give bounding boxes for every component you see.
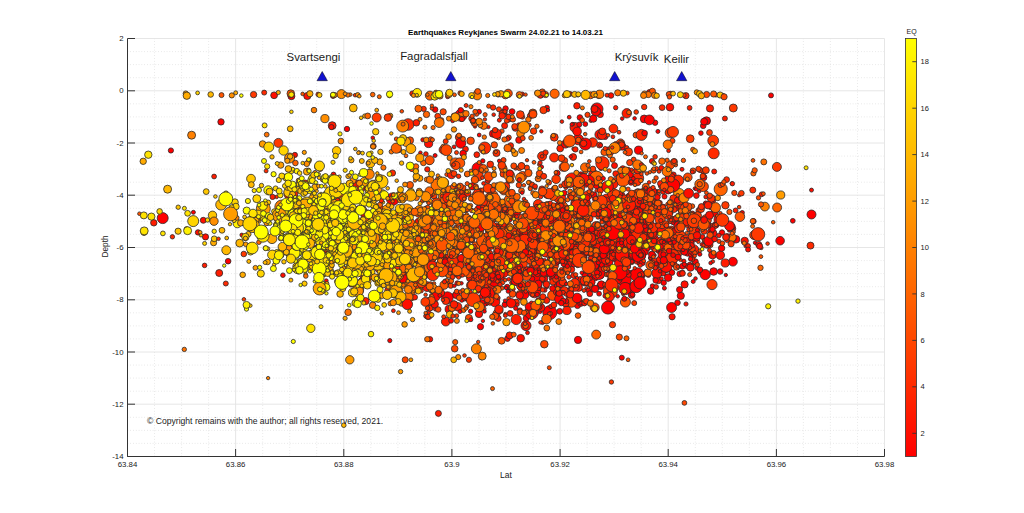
svg-text:63.98: 63.98 <box>875 460 895 469</box>
svg-text:12: 12 <box>921 197 929 206</box>
svg-text:16: 16 <box>921 104 929 113</box>
svg-text:63.9: 63.9 <box>444 460 459 469</box>
svg-text:Krýsuvík: Krýsuvík <box>615 51 659 63</box>
svg-text:2: 2 <box>119 34 123 43</box>
svg-text:Depth: Depth <box>100 235 110 258</box>
svg-text:2: 2 <box>921 429 925 438</box>
svg-text:Svartsengi: Svartsengi <box>287 51 341 63</box>
svg-text:-14: -14 <box>112 452 124 461</box>
svg-text:6: 6 <box>921 336 925 345</box>
svg-text:© Copyright remains with the a: © Copyright remains with the author; all… <box>147 416 383 426</box>
svg-text:0: 0 <box>119 86 124 95</box>
svg-text:18: 18 <box>921 57 929 66</box>
svg-text:-4: -4 <box>117 191 125 200</box>
svg-text:Lat: Lat <box>500 470 512 480</box>
svg-text:63.88: 63.88 <box>334 460 354 469</box>
svg-text:-12: -12 <box>112 400 123 409</box>
svg-text:-6: -6 <box>117 243 124 252</box>
svg-text:10: 10 <box>921 243 929 252</box>
svg-text:63.86: 63.86 <box>226 460 246 469</box>
svg-text:63.96: 63.96 <box>767 460 787 469</box>
svg-text:4: 4 <box>921 382 925 391</box>
svg-text:63.94: 63.94 <box>658 460 678 469</box>
svg-text:Keilir: Keilir <box>664 53 690 65</box>
svg-text:Fagradalsfjall: Fagradalsfjall <box>400 50 468 62</box>
svg-text:-8: -8 <box>117 295 124 304</box>
svg-text:-2: -2 <box>117 139 124 148</box>
svg-text:14: 14 <box>921 150 929 159</box>
svg-text:EQ: EQ <box>907 28 918 36</box>
svg-text:8: 8 <box>921 290 925 299</box>
svg-text:Earthquakes Reykjanes Swarm 24: Earthquakes Reykjanes Swarm 24.02.21 to … <box>408 28 603 37</box>
svg-text:-10: -10 <box>112 348 124 357</box>
svg-text:63.92: 63.92 <box>550 460 570 469</box>
